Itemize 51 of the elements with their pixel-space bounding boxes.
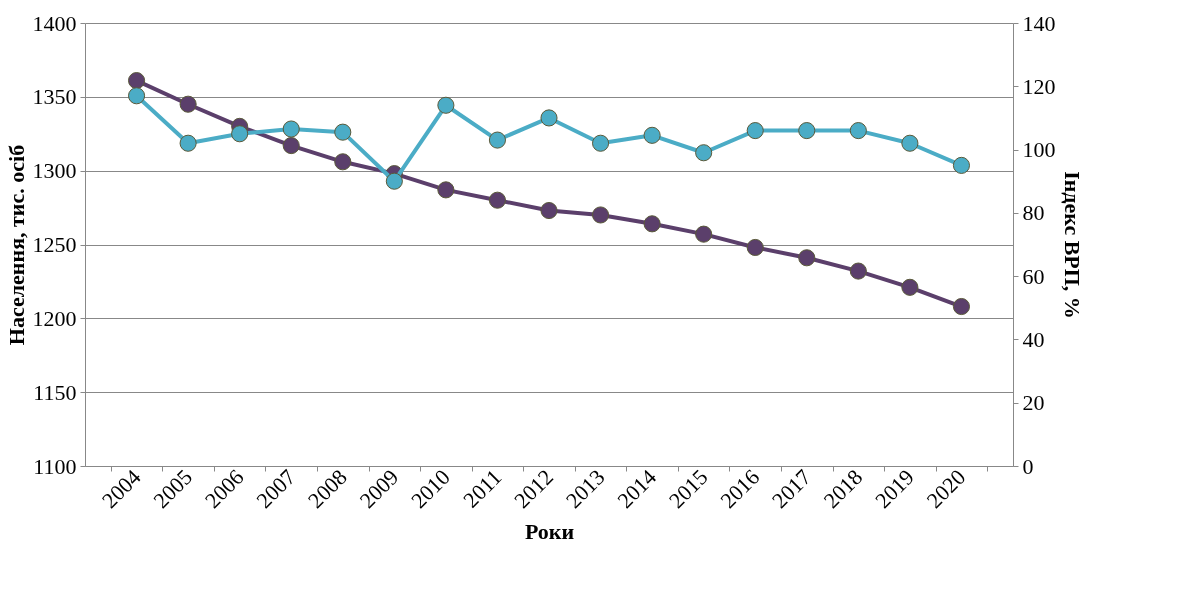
y-tick-label: 1400 — [32, 10, 77, 36]
point — [798, 122, 816, 140]
point — [746, 122, 764, 140]
point — [488, 131, 507, 149]
point — [488, 191, 507, 209]
point — [179, 134, 197, 152]
point — [282, 137, 300, 155]
point — [334, 123, 352, 141]
point — [591, 134, 610, 152]
point — [952, 297, 971, 316]
y2-tick-label: 100 — [1022, 137, 1056, 163]
point — [695, 225, 713, 243]
point — [643, 126, 661, 144]
y-axis-title: Населення, тис. осіб — [3, 144, 29, 346]
y-tick-label: 1300 — [32, 158, 77, 184]
point — [385, 172, 403, 190]
point — [540, 109, 558, 127]
point — [437, 181, 455, 199]
point — [952, 156, 971, 174]
y-tick-label: 1100 — [33, 453, 77, 479]
point — [437, 96, 455, 114]
point — [643, 215, 661, 233]
y-tick-label: 1200 — [32, 305, 77, 331]
point — [849, 262, 867, 280]
point — [282, 120, 300, 138]
point — [540, 201, 558, 220]
y2-tick-label: 40 — [1022, 326, 1045, 352]
point — [179, 95, 197, 113]
y2-tick-label: 120 — [1022, 73, 1056, 99]
point — [901, 278, 919, 296]
y2-tick-label: 60 — [1022, 263, 1045, 289]
y2-tick-label: 0 — [1022, 453, 1034, 479]
point — [127, 72, 146, 90]
y2-tick-label: 140 — [1022, 10, 1056, 36]
point — [231, 125, 249, 143]
y2-tick-label: 80 — [1022, 200, 1045, 226]
x-axis-title: Роки — [524, 519, 575, 545]
point — [798, 249, 816, 267]
point — [746, 238, 764, 256]
y2-axis-title: Індекс ВРП, % — [1059, 171, 1085, 319]
point — [695, 144, 713, 162]
y-tick-label: 1150 — [33, 379, 77, 405]
point — [849, 122, 867, 140]
y2-tick-label: 20 — [1022, 390, 1045, 416]
x-tick-label: 2011 — [458, 464, 507, 513]
point — [591, 206, 610, 224]
y-tick-label: 1250 — [32, 232, 77, 257]
point — [901, 134, 919, 152]
point — [334, 153, 352, 171]
point — [127, 87, 146, 105]
y-tick-label: 1350 — [32, 84, 77, 110]
